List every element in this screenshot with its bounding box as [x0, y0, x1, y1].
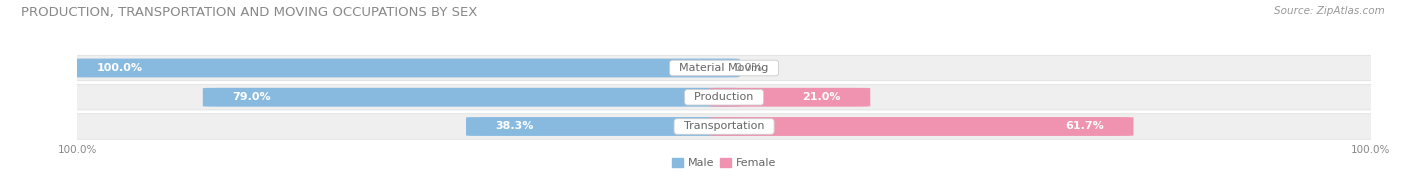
- Text: Production: Production: [688, 92, 761, 102]
- FancyBboxPatch shape: [465, 117, 740, 136]
- FancyBboxPatch shape: [710, 88, 870, 107]
- Text: 100.0%: 100.0%: [97, 63, 143, 73]
- Text: Transportation: Transportation: [676, 122, 772, 132]
- Text: 38.3%: 38.3%: [496, 122, 534, 132]
- Text: Source: ZipAtlas.com: Source: ZipAtlas.com: [1274, 6, 1385, 16]
- FancyBboxPatch shape: [67, 59, 740, 77]
- Text: 0.0%: 0.0%: [734, 63, 762, 73]
- Text: PRODUCTION, TRANSPORTATION AND MOVING OCCUPATIONS BY SEX: PRODUCTION, TRANSPORTATION AND MOVING OC…: [21, 6, 478, 19]
- Text: 79.0%: 79.0%: [232, 92, 271, 102]
- FancyBboxPatch shape: [710, 117, 1133, 136]
- Text: 21.0%: 21.0%: [801, 92, 841, 102]
- Legend: Male, Female: Male, Female: [668, 153, 780, 173]
- FancyBboxPatch shape: [67, 84, 1381, 110]
- Text: 61.7%: 61.7%: [1064, 122, 1104, 132]
- FancyBboxPatch shape: [202, 88, 740, 107]
- FancyBboxPatch shape: [67, 55, 1381, 81]
- Text: Material Moving: Material Moving: [672, 63, 776, 73]
- FancyBboxPatch shape: [67, 114, 1381, 139]
